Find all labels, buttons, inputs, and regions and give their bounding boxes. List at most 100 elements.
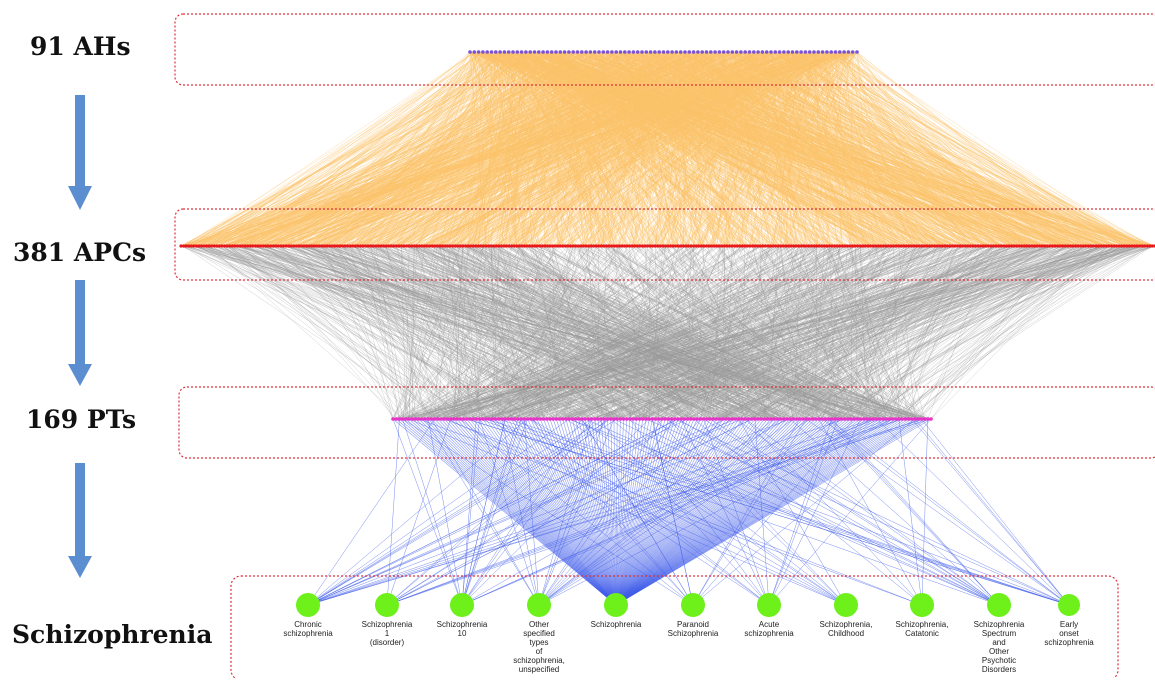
pt-node bbox=[596, 417, 600, 421]
ah-node bbox=[756, 50, 760, 54]
ah-node bbox=[808, 50, 812, 54]
pt-node bbox=[798, 417, 802, 421]
pt-node bbox=[449, 417, 453, 421]
ah-node bbox=[700, 50, 704, 54]
pt-node bbox=[500, 417, 504, 421]
ah-node bbox=[713, 50, 717, 54]
ah-node bbox=[675, 50, 679, 54]
pt-node bbox=[747, 417, 751, 421]
pt-node bbox=[683, 417, 687, 421]
ah-node bbox=[696, 50, 700, 54]
pt-node bbox=[750, 417, 754, 421]
pt-node bbox=[740, 417, 744, 421]
ah-node bbox=[477, 50, 481, 54]
disease-label-line: unspecified bbox=[494, 665, 584, 674]
pt-node bbox=[779, 417, 783, 421]
ah-node bbox=[657, 50, 661, 54]
pt-node bbox=[884, 417, 888, 421]
disease-level-label: Schizophrenia bbox=[12, 620, 212, 649]
pt-node bbox=[660, 417, 664, 421]
pt-node bbox=[734, 417, 738, 421]
pt-node bbox=[811, 417, 815, 421]
pt-node bbox=[673, 417, 677, 421]
pt-node bbox=[702, 417, 706, 421]
pt-node bbox=[474, 417, 478, 421]
pt-node bbox=[795, 417, 799, 421]
ah-node bbox=[817, 50, 821, 54]
pt-node bbox=[510, 417, 514, 421]
pt-node bbox=[737, 417, 741, 421]
pt-node bbox=[561, 417, 565, 421]
ah-node bbox=[739, 50, 743, 54]
ah-node bbox=[786, 50, 790, 54]
pt-node bbox=[910, 417, 914, 421]
disease-label-line: Psychotic bbox=[954, 656, 1044, 665]
pt-node bbox=[647, 417, 651, 421]
ah-node bbox=[829, 50, 833, 54]
pt-node bbox=[727, 417, 731, 421]
ah-node bbox=[731, 50, 735, 54]
disease-node bbox=[987, 593, 1011, 617]
pt-node bbox=[635, 417, 639, 421]
pt-node bbox=[590, 417, 594, 421]
ah-node bbox=[709, 50, 713, 54]
disease-node bbox=[375, 593, 399, 617]
pt-node bbox=[907, 417, 911, 421]
pt-node bbox=[708, 417, 712, 421]
ah-level-label: 91 AHs bbox=[30, 32, 131, 61]
ah-node bbox=[855, 50, 859, 54]
disease-node bbox=[527, 593, 551, 617]
ah-node bbox=[679, 50, 683, 54]
ah-node bbox=[666, 50, 670, 54]
ah-node bbox=[774, 50, 778, 54]
pt-node bbox=[785, 417, 789, 421]
disease-node bbox=[450, 593, 474, 617]
pt-node bbox=[612, 417, 616, 421]
pt-node bbox=[468, 417, 472, 421]
pt-node bbox=[891, 417, 895, 421]
pt-node bbox=[923, 417, 927, 421]
pt-node bbox=[753, 417, 757, 421]
pt-node bbox=[711, 417, 715, 421]
pt-node bbox=[494, 417, 498, 421]
ah-node bbox=[761, 50, 765, 54]
pt-node bbox=[394, 417, 398, 421]
ah-node bbox=[653, 50, 657, 54]
pt-node bbox=[743, 417, 747, 421]
pt-node bbox=[920, 417, 924, 421]
pt-node bbox=[651, 417, 655, 421]
pt-node bbox=[583, 417, 587, 421]
ah-node bbox=[468, 50, 472, 54]
pt-node bbox=[631, 417, 635, 421]
pt-node bbox=[875, 417, 879, 421]
pt-node bbox=[436, 417, 440, 421]
disease-label-line: schizophrenia, bbox=[494, 656, 584, 665]
pt-node bbox=[756, 417, 760, 421]
ah-node bbox=[636, 50, 640, 54]
disease-label-line: Chronic bbox=[263, 620, 353, 629]
ah-node bbox=[718, 50, 722, 54]
pt-node bbox=[529, 417, 533, 421]
ah-nodes bbox=[468, 50, 859, 54]
pt-node bbox=[916, 417, 920, 421]
pt-node bbox=[775, 417, 779, 421]
pt-node bbox=[856, 417, 860, 421]
ah-node bbox=[752, 50, 756, 54]
ah-node bbox=[593, 50, 597, 54]
pt-node bbox=[615, 417, 619, 421]
ah-node bbox=[528, 50, 532, 54]
pt-node bbox=[497, 417, 501, 421]
pt-node bbox=[452, 417, 456, 421]
ah-node bbox=[705, 50, 709, 54]
pt-node bbox=[913, 417, 917, 421]
ah-node bbox=[494, 50, 498, 54]
pt-node bbox=[824, 417, 828, 421]
disease-label-line: Early bbox=[1024, 620, 1114, 629]
ah-node bbox=[563, 50, 567, 54]
pt-node bbox=[564, 417, 568, 421]
ah-node bbox=[748, 50, 752, 54]
disease-label-line: schizophrenia bbox=[263, 629, 353, 638]
pt-node bbox=[551, 417, 555, 421]
